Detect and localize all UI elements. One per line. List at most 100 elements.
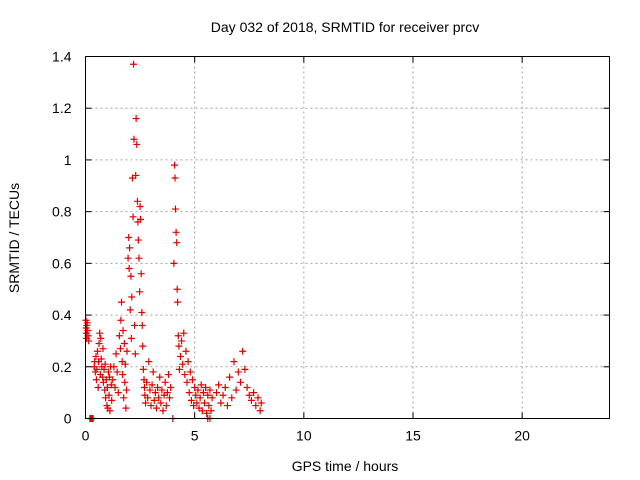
data-point (243, 383, 251, 391)
data-point (123, 347, 131, 355)
data-point (172, 228, 180, 236)
data-point (123, 386, 131, 394)
data-point (136, 202, 144, 210)
data-point (131, 321, 139, 329)
data-point (151, 389, 159, 397)
y-tick-label: 1.4 (52, 49, 72, 65)
grid-lines (85, 56, 610, 419)
data-point (215, 381, 223, 389)
data-point (139, 365, 147, 373)
data-point (159, 407, 167, 415)
data-point (204, 391, 212, 399)
data-point (193, 399, 201, 407)
data-point (164, 371, 172, 379)
data-point (129, 213, 137, 221)
data-point (256, 407, 264, 415)
data-point (157, 399, 165, 407)
y-tick-label: 0.6 (52, 255, 72, 271)
data-point (162, 402, 170, 410)
data-point (124, 254, 132, 262)
data-point (119, 327, 127, 335)
data-point (134, 236, 142, 244)
data-point (94, 347, 102, 355)
y-tick-label: 1 (64, 152, 72, 168)
data-point (120, 394, 128, 402)
data-point (241, 365, 249, 373)
data-point (152, 404, 160, 412)
data-point (110, 363, 118, 371)
data-point (166, 394, 174, 402)
data-point (122, 404, 130, 412)
data-point (232, 386, 240, 394)
data-point (125, 265, 133, 273)
data-point (125, 234, 133, 241)
data-point (230, 358, 238, 366)
data-point (178, 337, 186, 345)
data-point (133, 197, 141, 205)
x-axis-title: GPS time / hours (292, 458, 399, 474)
data-point (176, 352, 184, 360)
data-point (99, 345, 107, 353)
data-point (116, 345, 124, 353)
data-point (94, 383, 102, 391)
data-point (139, 342, 147, 350)
data-point (219, 391, 227, 399)
data-point (221, 383, 229, 391)
data-point (83, 319, 91, 327)
data-point (234, 368, 242, 376)
data-point (111, 383, 119, 391)
data-point (93, 365, 101, 373)
chart-title: Day 032 of 2018, SRMTID for receiver prc… (211, 19, 479, 35)
data-point (113, 368, 121, 376)
data-point (131, 350, 139, 358)
data-point (174, 332, 182, 340)
axis-ticks (85, 56, 610, 419)
x-tick-label: 15 (405, 428, 421, 444)
x-tick-label: 0 (82, 428, 90, 444)
data-point (117, 316, 125, 324)
data-point (250, 389, 258, 397)
data-point (208, 394, 216, 402)
data-point (135, 254, 143, 262)
data-point (97, 355, 105, 363)
data-point (200, 399, 208, 407)
data-point (104, 368, 112, 376)
data-point (174, 298, 182, 306)
tick-labels: 0 5 10 15 20 0 0.2 0.4 0.6 0.8 1 1.2 1.4 (52, 49, 530, 444)
plot-frame (85, 56, 610, 419)
data-point (130, 60, 138, 68)
data-point (173, 239, 181, 247)
data-point (226, 373, 234, 381)
data-point (217, 399, 225, 407)
data-point (197, 381, 205, 389)
data-point (137, 270, 145, 278)
data-point (126, 244, 134, 252)
data-point (156, 373, 164, 381)
data-point (245, 391, 253, 399)
data-point (130, 135, 138, 143)
data-point (228, 394, 236, 402)
data-point (144, 394, 152, 402)
data-point (96, 329, 104, 337)
data-point (155, 394, 163, 402)
data-point (161, 378, 169, 386)
data-point (118, 298, 126, 306)
data-point (92, 376, 100, 384)
data-point (239, 347, 247, 355)
x-tick-label: 20 (514, 428, 530, 444)
data-point (150, 396, 158, 404)
y-tick-label: 0.8 (52, 204, 72, 220)
data-point (127, 272, 135, 280)
data-point (254, 394, 262, 402)
data-point (112, 350, 120, 358)
data-point (213, 389, 220, 397)
y-axis-title: SRMTID / TECUs (6, 183, 22, 293)
data-point (108, 396, 116, 404)
y-tick-label: 0.2 (52, 359, 72, 375)
data-point (146, 386, 154, 394)
data-point (127, 334, 135, 342)
data-point (107, 381, 115, 389)
data-point (203, 409, 211, 417)
data-point (252, 402, 260, 410)
data-point (170, 259, 178, 267)
